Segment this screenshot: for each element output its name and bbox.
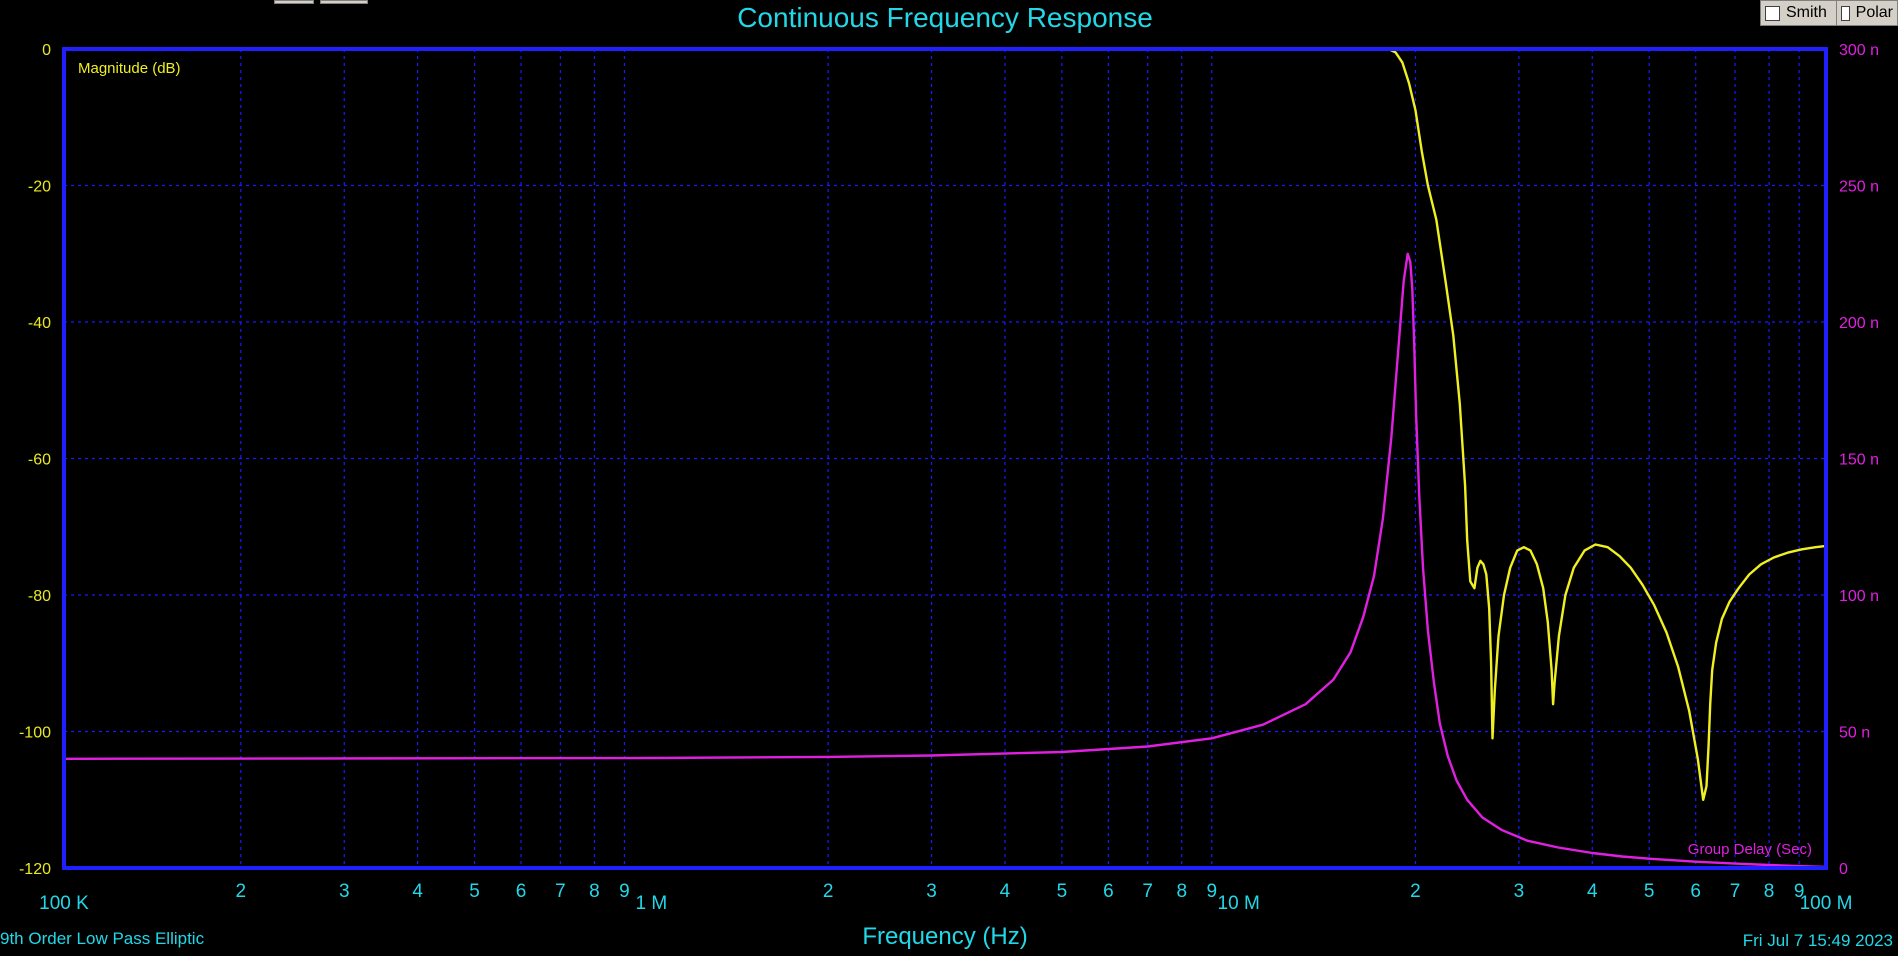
y-left-tick-label: -40 [28,315,51,332]
x-tick-label: 8 [1176,881,1187,902]
y-right-tick-label: 300 n [1839,42,1879,59]
x-tick-label: 6 [1690,881,1701,902]
y-right-tick-label: 200 n [1839,315,1879,332]
y-left-tick-label: -20 [28,179,51,196]
magnitude-line [64,47,1827,801]
y-right-tick-label: 50 n [1839,725,1870,742]
x-tick-label: 7 [555,881,566,902]
x-tick-label: 2 [236,881,247,902]
x-decade-label: 100 K [39,893,89,914]
x-tick-label: 8 [589,881,600,902]
x-tick-label: 6 [516,881,527,902]
x-tick-label: 3 [339,881,350,902]
plot-series [63,47,1827,869]
y-right-tick-label: 250 n [1839,179,1879,196]
chart-title: Continuous Frequency Response [737,2,1153,33]
x-axis-label: Frequency (Hz) [862,923,1027,950]
toolbar-button[interactable] [274,0,314,4]
y-right-tick-label: 0 [1839,861,1848,878]
x-tick-label: 5 [1057,881,1068,902]
x-tick-label: 8 [1764,881,1775,902]
group-delay-line [63,252,1827,869]
x-decade-label: 10 M [1218,893,1260,914]
y-right-tick-label: 100 n [1839,588,1879,605]
smith-label: Smith [1786,4,1827,21]
x-tick-label: 5 [469,881,480,902]
x-tick-label: 6 [1103,881,1114,902]
x-tick-label: 2 [1410,881,1421,902]
plot-grid [64,49,1826,868]
y-left-tick-label: -80 [28,588,51,605]
x-decade-label: 1 M [635,893,667,914]
x-tick-label: 9 [1207,881,1218,902]
x-tick-label: 7 [1730,881,1741,902]
y-left-tick-label: -100 [19,725,51,742]
smith-checkbox[interactable] [1765,5,1780,21]
filter-name: 9th Order Low Pass Elliptic [0,929,205,948]
x-tick-label: 7 [1142,881,1153,902]
x-tick-label: 9 [619,881,630,902]
x-tick-label: 9 [1794,881,1805,902]
x-tick-label: 3 [1514,881,1525,902]
group-delay-series-label: Group Delay (Sec) [1688,841,1812,858]
polar-label: Polar [1855,4,1893,21]
x-decade-label: 100 M [1800,893,1853,914]
x-tick-label: 2 [823,881,834,902]
x-tick-label: 4 [1587,881,1598,902]
toolbar-button[interactable] [320,0,368,4]
y-left-tick-label: -60 [28,452,51,469]
polar-checkbox[interactable] [1841,5,1850,21]
y-left-tick-label: -120 [19,861,51,878]
plot-frame [62,47,1828,870]
polar-option[interactable]: Polar [1836,0,1898,26]
timestamp: Fri Jul 7 15:49 2023 [1743,931,1893,950]
y-right-tick-label: 150 n [1839,452,1879,469]
x-tick-label: 5 [1644,881,1655,902]
smith-option[interactable]: Smith [1760,0,1838,26]
y-left-tick-label: 0 [42,42,51,59]
x-tick-label: 4 [1000,881,1011,902]
magnitude-series-label: Magnitude (dB) [78,60,181,77]
x-tick-label: 3 [926,881,937,902]
x-tick-label: 4 [412,881,423,902]
